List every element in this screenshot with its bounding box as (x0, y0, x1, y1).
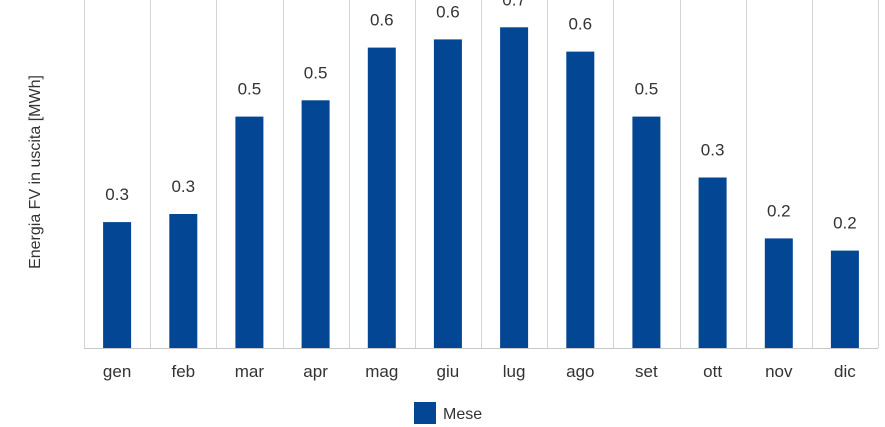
bar-ott (698, 177, 727, 348)
x-tick-mag: mag (365, 362, 398, 381)
x-tick-feb: feb (171, 362, 195, 381)
data-label-lug: 0.7 (502, 0, 526, 9)
bar-set (632, 116, 661, 348)
bar-lug (500, 27, 529, 349)
x-tick-nov: nov (765, 362, 793, 381)
data-labels: 0.3 0.3 0.5 0.5 0.6 0.6 0.7 0.6 0.5 0.3 0.2 0.2 (105, 0, 856, 233)
bar-mar (235, 116, 264, 348)
y-axis-title: Energia FV in uscita [MWh] (27, 75, 44, 269)
data-label-ott: 0.3 (701, 141, 725, 160)
bar-gen (103, 222, 132, 348)
x-tick-set: set (635, 362, 658, 381)
data-label-mag: 0.6 (370, 11, 394, 30)
data-label-dic: 0.2 (833, 214, 857, 233)
grid-lines (84, 0, 879, 348)
legend-swatch (414, 402, 436, 424)
bar-nov (764, 238, 793, 348)
bar-feb (169, 214, 198, 348)
data-label-ago: 0.6 (568, 15, 592, 34)
legend-label: Mese (443, 406, 482, 423)
x-tick-ago: ago (566, 362, 594, 381)
bar-apr (301, 100, 330, 348)
bar-giu (433, 39, 462, 349)
x-tick-gen: gen (103, 362, 131, 381)
data-label-apr: 0.5 (304, 63, 328, 82)
bar-ago (566, 51, 595, 348)
x-tick-labels: gen feb mar apr mag giu lug ago set ott nov dic (103, 362, 856, 381)
x-tick-mar: mar (235, 362, 265, 381)
x-tick-dic: dic (834, 362, 856, 381)
bar-series (103, 27, 859, 349)
data-label-mar: 0.5 (238, 80, 262, 99)
x-tick-lug: lug (503, 362, 526, 381)
data-label-feb: 0.3 (171, 177, 195, 196)
legend: Mese (414, 402, 482, 424)
x-tick-ott: ott (703, 362, 722, 381)
x-tick-giu: giu (437, 362, 460, 381)
bar-mag (367, 47, 396, 348)
data-label-nov: 0.2 (767, 201, 791, 220)
x-tick-apr: apr (303, 362, 328, 381)
data-label-set: 0.5 (635, 80, 659, 99)
data-label-gen: 0.3 (105, 185, 129, 204)
bar-dic (830, 250, 859, 348)
data-label-giu: 0.6 (436, 2, 460, 21)
